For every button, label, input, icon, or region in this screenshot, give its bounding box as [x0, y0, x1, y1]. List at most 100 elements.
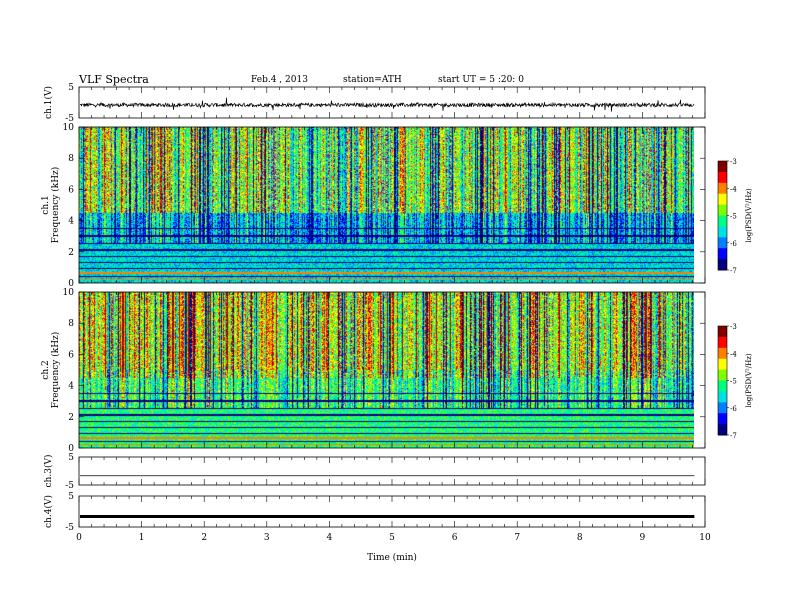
ch2-spectrogram-colorbar-segment — [718, 387, 727, 391]
ch1-spectrogram-channel-label: ch.1 — [41, 195, 51, 214]
ch2-spectrogram-colorbar-segment — [718, 422, 727, 425]
x-tick-label: 6 — [452, 533, 458, 543]
x-axis-label: Time (min) — [367, 552, 417, 563]
ch2-spectrogram-colorbar-segment — [718, 360, 727, 363]
ch2-spectrogram-colorbar-tick-label: -6 — [730, 405, 737, 413]
ch1-spectrogram-y-tick-label: 10 — [63, 123, 75, 133]
ch1-spectrogram-colorbar-segment — [718, 211, 727, 215]
ch1-spectrogram-colorbar-segment — [718, 199, 727, 202]
ch1-spectrogram-colorbar-segment — [718, 204, 727, 207]
ch1-spectrogram-colorbar-segment — [718, 240, 727, 244]
ch2-spectrogram-colorbar-segment — [718, 404, 727, 407]
ch2-spectrogram-y-tick-label: 6 — [68, 350, 74, 360]
x-tick-label: 5 — [389, 533, 395, 543]
x-tick-label: 0 — [76, 533, 82, 543]
ch2-spectrogram-y-tick-label: 2 — [68, 413, 74, 423]
ch2-spectrogram-colorbar-tick-label: -3 — [730, 323, 737, 331]
x-tick-label: 7 — [514, 533, 520, 543]
ch1-spectrogram-colorbar-segment — [718, 226, 727, 229]
ch1-spectrogram-colorbar-segment — [718, 237, 727, 240]
ch2-spectrogram-colorbar-segment — [718, 389, 727, 392]
ch1-spectrogram-colorbar-segment — [718, 210, 727, 213]
ch2-spectrogram-colorbar-segment — [718, 413, 727, 416]
ch3-waveform-ylabel: ch.3(V) — [43, 455, 54, 488]
ch1-spectrogram-colorbar-segment — [718, 186, 727, 189]
ch2-spectrogram-colorbar-segment — [718, 378, 727, 381]
ch1-spectrogram-ylabel: Frequency (kHz) — [50, 167, 61, 244]
ch1-spectrogram-colorbar-segment — [718, 202, 727, 206]
ch1-spectrogram-colorbar-segment — [718, 177, 727, 180]
ch1-spectrogram-colorbar-segment — [718, 219, 727, 222]
ch1-spectrogram-colorbar-segment — [718, 228, 727, 231]
ch1-spectrogram-colorbar-tick-label: -5 — [730, 213, 737, 221]
ch1-spectrogram-colorbar-segment — [718, 184, 727, 187]
ch1-spectrogram-colorbar-segment — [718, 171, 727, 175]
ch2-spectrogram-colorbar-segment — [718, 362, 727, 365]
ch1-spectrogram-colorbar-segment — [718, 262, 727, 266]
ch2-spectrogram-colorbar-segment — [718, 342, 727, 345]
ch1-spectrogram-colorbar-segment — [718, 161, 727, 164]
ch2-spectrogram-colorbar-segment — [718, 429, 727, 432]
ch2-spectrogram-colorbar-segment — [718, 425, 727, 429]
ch1-spectrogram-colorbar-tick-label: -3 — [730, 158, 737, 166]
ch2-spectrogram-colorbar-segment — [718, 365, 727, 369]
ch1-spectrogram-colorbar-segment — [718, 255, 727, 258]
ch4-waveform-ylabel: ch.4(V) — [43, 495, 54, 528]
ch1-ylabel: ch.1(V) — [43, 86, 54, 119]
ch2-spectrogram-colorbar-tick-label: -5 — [730, 378, 737, 386]
start-time-label: start UT = 5 :20: 0 — [438, 75, 524, 85]
ch2-spectrogram-colorbar-segment — [718, 402, 727, 405]
ch2-spectrogram-colorbar-segment — [718, 382, 727, 385]
ch2-spectrogram-colorbar-segment — [718, 349, 727, 352]
ch1-spectrogram-colorbar-segment — [718, 264, 727, 267]
ch2-spectrogram-ylabel: Frequency (kHz) — [50, 332, 61, 409]
ch2-spectrogram-colorbar-segment — [718, 364, 727, 367]
ch1-spectrogram-colorbar-segment — [718, 268, 727, 271]
date-label: Feb.4 , 2013 — [251, 75, 308, 85]
ch2-spectrogram-colorbar-segment — [718, 356, 727, 360]
ch2-spectrogram-y-tick-label: 8 — [68, 319, 74, 329]
ch2-spectrogram-colorbar-segment — [718, 407, 727, 411]
ch1-spectrogram-colorbar-tick-label: -6 — [730, 240, 737, 248]
ch2-spectrogram-colorbar-segment — [718, 358, 727, 362]
ch1-spectrogram-colorbar-segment — [718, 190, 727, 193]
ch2-spectrogram-colorbar-segment — [718, 431, 727, 434]
ch2-spectrogram-colorbar-segment — [718, 395, 727, 398]
x-tick-label: 8 — [577, 533, 583, 543]
ch2-spectrogram-colorbar-segment — [718, 371, 727, 374]
ch2-spectrogram-colorbar-segment — [718, 375, 727, 378]
ch1-spectrogram-colorbar-segment — [718, 215, 727, 218]
ch1-spectrogram-colorbar-segment — [718, 213, 727, 216]
ch1-spectrogram-colorbar-segment — [718, 182, 727, 186]
ch1-spectrogram-y-tick-label: 0 — [68, 279, 74, 289]
ch2-spectrogram-colorbar-segment — [718, 433, 727, 436]
ch2-spectrogram-colorbar-segment — [718, 380, 727, 383]
ch1-spectrogram-colorbar-segment — [718, 195, 727, 198]
ch1-spectrogram-colorbar-segment — [718, 230, 727, 233]
ch1-spectrogram-y-tick-label: 4 — [68, 217, 74, 227]
ch1-spectrogram-colorbar-segment — [718, 188, 727, 191]
ch1-spectrogram-colorbar-segment — [718, 253, 727, 256]
ch2-spectrogram-colorbar-segment — [718, 373, 727, 376]
ch1-spectrogram-colorbar-segment — [718, 180, 727, 184]
ch2-spectrogram-colorbar-segment — [718, 416, 727, 420]
ch3-waveform-y-tick-label: 5 — [68, 453, 74, 463]
ch1-spectrogram-colorbar-segment — [718, 179, 727, 182]
ch2-spectrogram-image — [79, 292, 694, 448]
ch2-spectrogram-colorbar-segment — [718, 405, 727, 409]
ch1-spectrogram-colorbar-segment — [718, 239, 727, 242]
ch2-spectrogram-colorbar-segment — [718, 424, 727, 427]
x-tick-label: 3 — [264, 533, 270, 543]
ch1-spectrogram-colorbar-segment — [718, 235, 727, 238]
ch2-spectrogram-colorbar-segment — [718, 398, 727, 401]
ch2-spectrogram-colorbar-segment — [718, 353, 727, 356]
ch1-spectrogram-colorbar-segment — [718, 246, 727, 249]
ch1-spectrogram-colorbar-segment — [718, 206, 727, 209]
ch2-spectrogram-colorbar-segment — [718, 409, 727, 412]
ch1-spectrogram-y-tick-label: 6 — [68, 185, 74, 195]
ch2-spectrogram-colorbar-segment — [718, 345, 727, 349]
ch1-spectrogram-colorbar-segment — [718, 175, 727, 178]
ch2-spectrogram-y-tick-label: 10 — [63, 288, 75, 298]
